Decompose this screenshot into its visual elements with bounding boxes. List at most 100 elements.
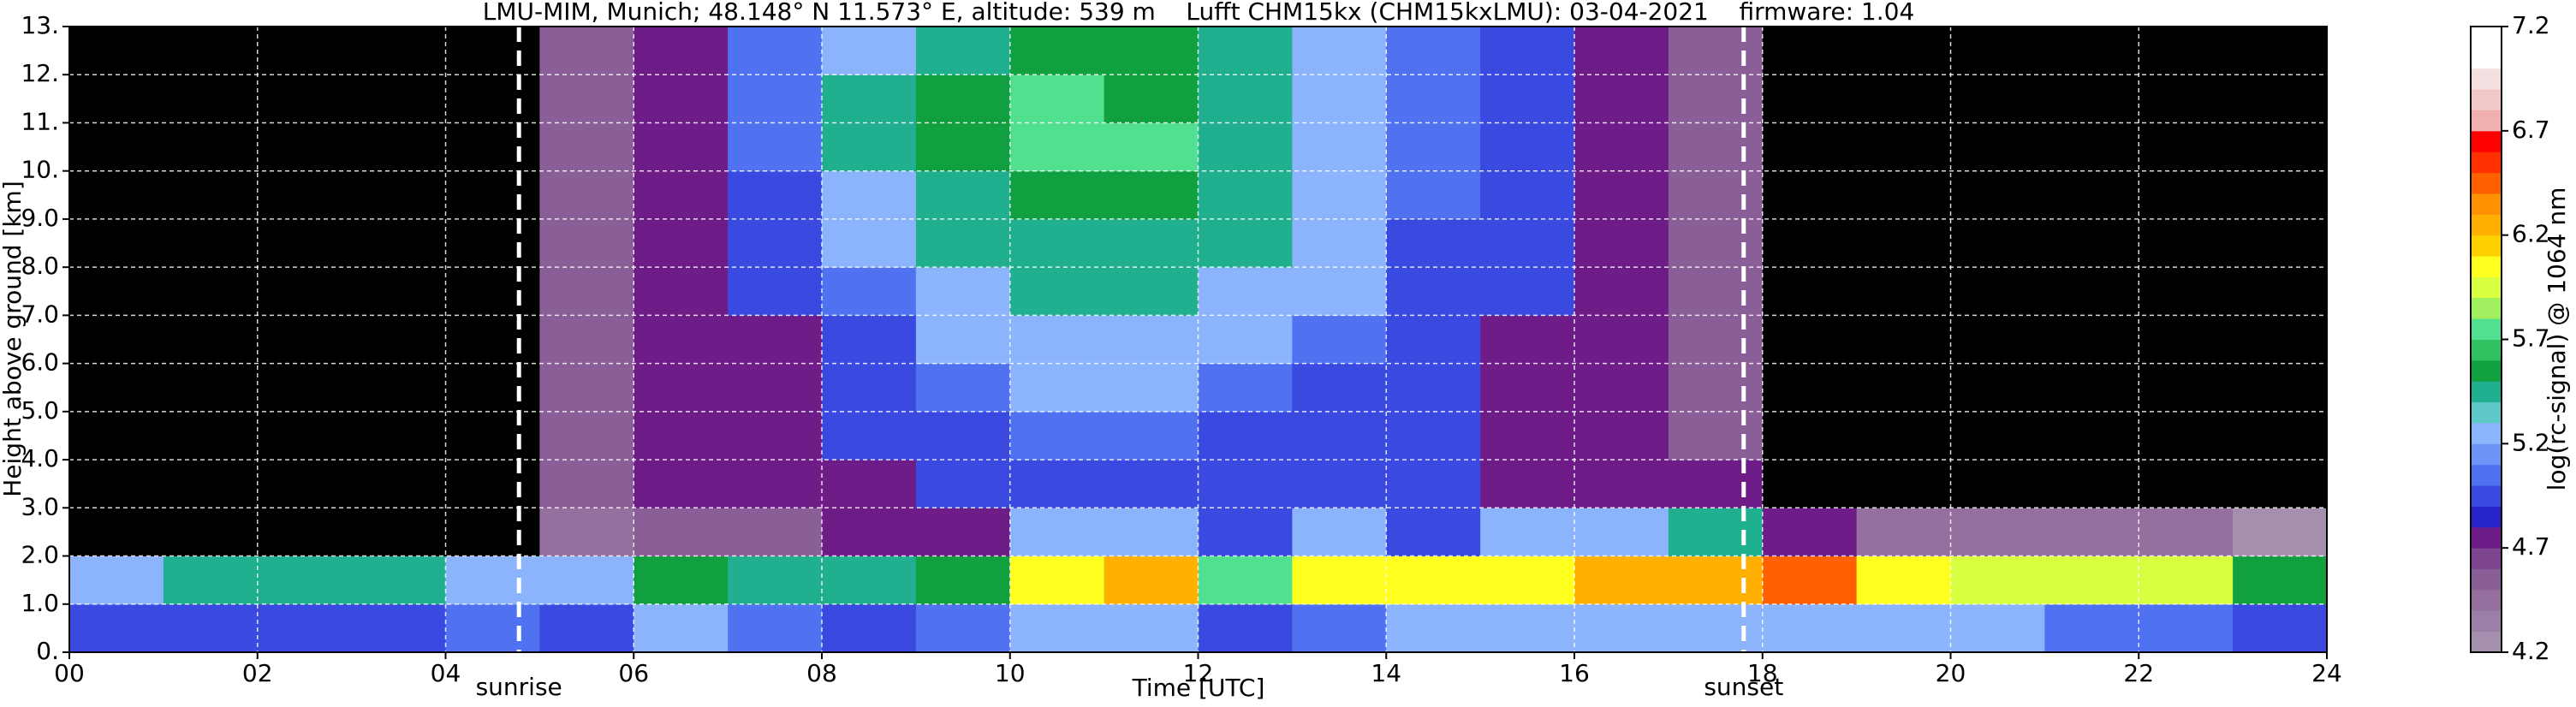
heatmap-cell	[1480, 218, 1575, 268]
heatmap-cell	[1009, 170, 1105, 220]
heatmap-cell	[1856, 170, 1951, 220]
heatmap-cell	[915, 460, 1011, 508]
heatmap-cell	[1856, 267, 1951, 316]
heatmap-cell	[539, 603, 634, 653]
heatmap-cell	[2044, 27, 2139, 75]
heatmap-cell	[163, 411, 259, 460]
heatmap-cell	[915, 315, 1011, 365]
heatmap-cell	[1856, 122, 1951, 172]
colorbar-segment	[2471, 401, 2502, 424]
heatmap-cell	[2139, 315, 2234, 365]
heatmap-cell	[2139, 122, 2234, 172]
x-tick-label: 22	[2123, 659, 2154, 687]
heatmap-cell	[69, 27, 164, 75]
heatmap-cell	[69, 170, 164, 220]
heatmap-cell	[2044, 363, 2139, 413]
heatmap-cell	[2044, 460, 2139, 508]
heatmap-cell	[163, 556, 259, 605]
heatmap-cell	[163, 363, 259, 413]
heatmap-cell	[1009, 27, 1105, 75]
heatmap-cell	[1198, 508, 1293, 557]
heatmap-cell	[1009, 74, 1105, 123]
heatmap-cell	[2044, 74, 2139, 123]
heatmap-cell	[1668, 460, 1764, 508]
heatmap-cell	[634, 460, 729, 508]
heatmap-cell	[1856, 556, 1951, 605]
heatmap-cell	[1574, 508, 1669, 557]
heatmap-cell	[1950, 603, 2045, 653]
heatmap-cell	[1668, 218, 1764, 268]
heatmap-cell	[163, 603, 259, 653]
heatmap-cell	[822, 27, 917, 75]
heatmap-cell	[351, 603, 446, 653]
heatmap-cell	[728, 170, 823, 220]
heatmap-cell	[445, 267, 540, 316]
heatmap-cell	[539, 315, 634, 365]
heatmap-cell	[257, 27, 353, 75]
heatmap-cell	[1574, 27, 1669, 75]
heatmap-cell	[728, 267, 823, 316]
colorbar-tick-label: 5.7	[2512, 324, 2550, 353]
heatmap-cell	[822, 411, 917, 460]
heatmap-cell	[1856, 27, 1951, 75]
heatmap-cell	[69, 411, 164, 460]
heatmap-cell	[1950, 460, 2045, 508]
heatmap-cell	[728, 603, 823, 653]
heatmap-cell	[1198, 74, 1293, 123]
heatmap-cell	[445, 411, 540, 460]
heatmap-cell	[445, 122, 540, 172]
x-tick-label: 06	[618, 659, 649, 687]
heatmap-cell	[257, 460, 353, 508]
y-tick-label: 8.0	[21, 252, 59, 280]
heatmap-cell	[1104, 603, 1199, 653]
heatmap-cell	[1574, 170, 1669, 220]
heatmap-cell	[1762, 27, 1858, 75]
heatmap-cell	[445, 508, 540, 557]
heatmap-cell	[539, 170, 634, 220]
x-tick-label: 18	[1747, 659, 1778, 687]
heatmap-cell	[1009, 508, 1105, 557]
heatmap-cell	[1104, 218, 1199, 268]
heatmap-cell	[1104, 363, 1199, 413]
heatmap-cell	[1009, 460, 1105, 508]
colorbar-segment	[2471, 89, 2502, 110]
heatmap-cell	[1386, 411, 1481, 460]
heatmap-cell	[163, 460, 259, 508]
heatmap-cell	[1950, 267, 2045, 316]
heatmap-cell	[1668, 27, 1764, 75]
heatmap-cell	[539, 218, 634, 268]
heatmap-cell	[1950, 363, 2045, 413]
plot-frame	[68, 26, 2328, 653]
heatmap-cell	[915, 556, 1011, 605]
heatmap-cell	[1950, 411, 2045, 460]
y-tick-label: 13.	[21, 11, 59, 39]
colorbar-segment	[2471, 568, 2502, 591]
heatmap-cell	[257, 603, 353, 653]
heatmap-cell	[1104, 508, 1199, 557]
heatmap-cell	[1950, 315, 2045, 365]
heatmap-cell	[1668, 508, 1764, 557]
heatmap-cell	[634, 218, 729, 268]
colorbar-segment	[2471, 548, 2502, 570]
heatmap-cell	[1198, 411, 1293, 460]
heatmap-cell	[351, 363, 446, 413]
chart-title: LMU-MIM, Munich; 48.148° N 11.573° E, al…	[483, 0, 1915, 26]
heatmap-cell	[2044, 315, 2139, 365]
heatmap-cell	[1762, 556, 1858, 605]
heatmap-cell	[1104, 122, 1199, 172]
heatmap-cell	[1292, 508, 1387, 557]
heatmap-cell	[915, 170, 1011, 220]
heatmap-cell	[351, 315, 446, 365]
heatmap-cell	[163, 267, 259, 316]
heatmap-cell	[1292, 556, 1387, 605]
colorbar-segment	[2471, 464, 2502, 486]
heatmap-cell	[1668, 267, 1764, 316]
heatmap-cell	[1574, 411, 1669, 460]
heatmap-cell	[1480, 267, 1575, 316]
heatmap-cell	[2044, 508, 2139, 557]
y-tick-label: 6.0	[21, 348, 59, 377]
heatmap-cell	[351, 508, 446, 557]
heatmap-cell	[163, 74, 259, 123]
colorbar-segment	[2471, 256, 2502, 277]
heatmap-cell	[728, 556, 823, 605]
